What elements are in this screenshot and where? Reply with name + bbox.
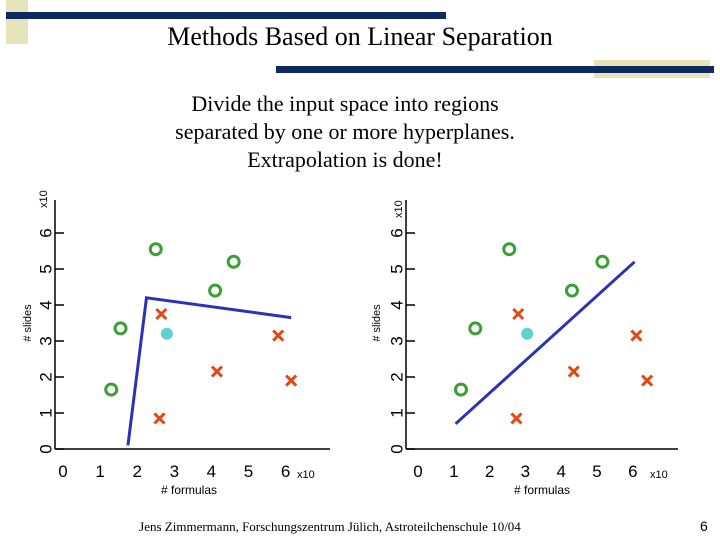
- left-class-cross-point: [155, 307, 168, 321]
- right-class-cross-point: [510, 412, 523, 425]
- subtitle-line-1: Divide the input space into regions: [191, 91, 499, 116]
- right-y-tick-label: 4: [388, 300, 407, 309]
- left-y-tick-label: 5: [37, 264, 56, 273]
- left-x-label: # formulas: [161, 483, 217, 497]
- right-class-circle-point: [453, 382, 468, 397]
- left-class-cross-point: [272, 329, 285, 342]
- header-rule-bottom: [276, 66, 714, 73]
- left-y-tick-label: 3: [37, 336, 56, 345]
- chart-right: 0 1 2 3 4 5 6 0 1 2 3 4 5 6 x10 x10 # formulas # sli…: [371, 200, 678, 497]
- right-marks: [453, 242, 654, 425]
- left-marks: [104, 242, 298, 446]
- left-class-circle-point: [208, 283, 223, 298]
- left-x-tick-label: 0: [58, 462, 67, 481]
- left-y-tick-label: 2: [37, 372, 56, 381]
- header-rule-top: [6, 12, 446, 19]
- right-x-tick-label: 5: [592, 462, 601, 481]
- right-class-circle-point: [468, 321, 483, 336]
- subtitle-line-3: Extrapolation is done!: [247, 147, 443, 172]
- left-class-circle-point: [104, 382, 119, 397]
- page-number: 6: [700, 518, 708, 534]
- right-x-tick-label: 0: [413, 462, 422, 481]
- right-y-tick-label: 1: [388, 408, 407, 417]
- right-class-cross-point: [567, 365, 580, 378]
- right-x-ticks: 0 1 2 3 4 5 6: [413, 462, 637, 481]
- right-query-point: [521, 327, 534, 340]
- left-x-tick-label: 2: [132, 462, 141, 481]
- left-x-multiplier: x10: [297, 469, 315, 481]
- right-y-tick-label: 0: [388, 444, 407, 453]
- right-class-circle-point: [595, 254, 610, 269]
- left-y-multiplier: x10: [38, 190, 50, 208]
- right-separator-line: [454, 260, 636, 425]
- left-class-circle-point: [226, 254, 241, 269]
- right-x-tick-label: 2: [485, 462, 494, 481]
- right-class-cross-point: [630, 329, 643, 342]
- left-y-tick-label: 0: [37, 444, 56, 453]
- right-class-circle-point: [502, 242, 517, 257]
- left-class-circle-point: [148, 242, 163, 257]
- left-x-tick-label: 3: [170, 462, 179, 481]
- footer-text: Jens Zimmermann, Forschungszentrum Jülic…: [139, 519, 521, 534]
- slide-title: Methods Based on Linear Separation: [167, 22, 553, 51]
- subtitle-line-2: separated by one or more hyperplanes.: [175, 119, 515, 144]
- left-y-tick-label: 4: [37, 300, 56, 309]
- left-y-tick-label: 6: [37, 228, 56, 237]
- left-x-tick-label: 4: [207, 462, 216, 481]
- right-x-multiplier: x10: [650, 469, 668, 481]
- left-class-cross-point: [153, 412, 166, 425]
- left-x-tick-label: 1: [95, 462, 104, 481]
- left-x-ticks: 0 1 2 3 4 5 6: [58, 462, 290, 481]
- left-y-label: # slides: [22, 304, 34, 342]
- right-y-tick-label: 3: [388, 336, 407, 345]
- left-y-tick-label: 1: [37, 408, 56, 417]
- left-x-tick-label: 6: [281, 462, 290, 481]
- right-y-tick-label: 5: [388, 264, 407, 273]
- chart-left: 0 1 2 3 4 5 6 0 1 2 3 4 5 6 x10 x10 # formulas # sli…: [22, 190, 330, 497]
- right-y-tick-label: 2: [388, 372, 407, 381]
- right-y-label: # slides: [371, 304, 383, 342]
- left-separator-line: [126, 296, 292, 446]
- olive-corner-block: [6, 0, 28, 44]
- left-class-cross-point: [285, 374, 298, 387]
- right-x-tick-label: 1: [449, 462, 458, 481]
- left-y-ticks: 0 1 2 3 4 5 6: [37, 228, 64, 454]
- right-x-label: # formulas: [514, 483, 570, 497]
- left-x-tick-label: 5: [244, 462, 253, 481]
- left-class-circle-point: [113, 321, 128, 336]
- left-class-cross-point: [210, 365, 224, 378]
- right-x-tick-label: 4: [556, 462, 565, 481]
- left-query-point: [160, 327, 173, 340]
- right-y-tick-label: 6: [388, 228, 407, 237]
- right-x-tick-label: 6: [628, 462, 637, 481]
- right-x-tick-label: 3: [521, 462, 530, 481]
- right-class-cross-point: [512, 307, 525, 321]
- right-class-cross-point: [641, 374, 654, 387]
- right-class-circle-point: [564, 283, 579, 298]
- right-y-multiplier: x10: [393, 200, 405, 218]
- right-y-ticks: 0 1 2 3 4 5 6: [388, 228, 415, 454]
